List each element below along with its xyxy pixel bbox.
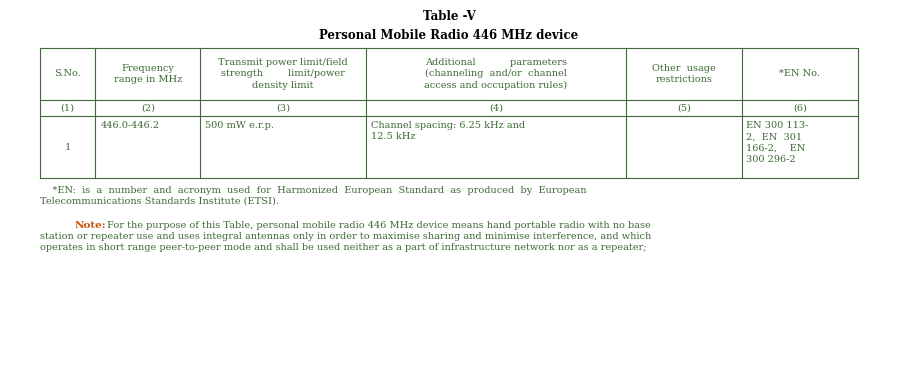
Text: (6): (6) <box>793 104 807 112</box>
Text: Personal Mobile Radio 446 MHz device: Personal Mobile Radio 446 MHz device <box>320 29 578 42</box>
Text: (2): (2) <box>141 104 154 112</box>
Text: For the purpose of this Table, personal mobile radio 446 MHz device means hand p: For the purpose of this Table, personal … <box>107 221 651 230</box>
Text: Table -V: Table -V <box>423 10 475 23</box>
Text: 500 mW e.r.p.: 500 mW e.r.p. <box>206 121 274 130</box>
Text: (4): (4) <box>489 104 503 112</box>
Text: EN 300 113-
2,  EN  301
166-2,    EN
300 296-2: EN 300 113- 2, EN 301 166-2, EN 300 296-… <box>746 121 808 164</box>
Text: (5): (5) <box>677 104 691 112</box>
Text: S.No.: S.No. <box>54 69 81 78</box>
Text: Frequency
range in MHz: Frequency range in MHz <box>114 64 182 84</box>
Text: Note:: Note: <box>75 221 107 230</box>
Text: *EN No.: *EN No. <box>779 69 821 78</box>
Text: Telecommunications Standards Institute (ETSI).: Telecommunications Standards Institute (… <box>40 197 279 206</box>
Text: (3): (3) <box>277 104 290 112</box>
Text: Additional           parameters
(channeling  and/or  channel
access and occupati: Additional parameters (channeling and/or… <box>425 58 568 90</box>
Text: 1: 1 <box>65 142 71 152</box>
Text: station or repeater use and uses integral antennas only in order to maximise sha: station or repeater use and uses integra… <box>40 232 651 241</box>
Text: 446.0-446.2: 446.0-446.2 <box>101 121 160 130</box>
Text: Channel spacing: 6.25 kHz and
12.5 kHz: Channel spacing: 6.25 kHz and 12.5 kHz <box>371 121 525 141</box>
Text: (1): (1) <box>61 104 75 112</box>
Text: Other  usage
restrictions: Other usage restrictions <box>652 64 716 84</box>
Text: Transmit power limit/field
strength        limit/power
density limit: Transmit power limit/field strength limi… <box>218 58 348 90</box>
Text: operates in short range peer-to-peer mode and shall be used neither as a part of: operates in short range peer-to-peer mod… <box>40 243 647 252</box>
Text: *EN:  is  a  number  and  acronym  used  for  Harmonized  European  Standard  as: *EN: is a number and acronym used for Ha… <box>40 186 586 195</box>
